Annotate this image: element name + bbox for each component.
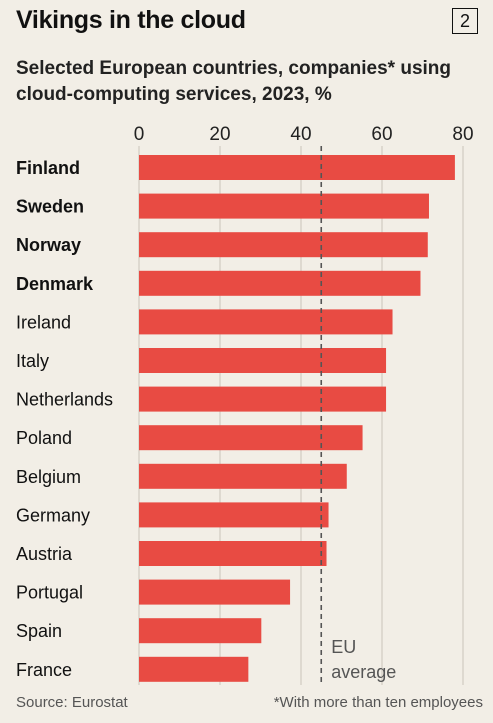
bar — [139, 656, 249, 682]
bar — [139, 348, 387, 373]
bar — [139, 463, 347, 489]
category-label: Denmark — [16, 274, 94, 294]
bar — [139, 579, 291, 605]
bar — [139, 309, 393, 335]
category-label: Austria — [16, 544, 73, 564]
category-label: Norway — [16, 235, 81, 255]
bar — [139, 618, 262, 644]
bar — [139, 270, 421, 296]
bar — [139, 193, 429, 219]
category-label: Sweden — [16, 197, 84, 217]
category-label: Belgium — [16, 467, 81, 487]
bar — [139, 541, 327, 566]
category-label: Netherlands — [16, 390, 113, 410]
category-label: Spain — [16, 621, 62, 641]
x-tick-label: 20 — [209, 124, 230, 145]
x-tick-label: 60 — [371, 124, 392, 145]
x-tick-label: 80 — [452, 124, 473, 145]
chart-subtitle: Selected European countries, companies* … — [16, 58, 452, 105]
chart-title: Vikings in the cloud — [16, 6, 246, 34]
bar-chart: 0 20 40 60 80 Finland Sweden Norway Denmark Irela… — [16, 124, 474, 685]
bar — [139, 425, 363, 451]
chart-number-badge: 2 — [452, 8, 478, 34]
bar — [139, 502, 329, 528]
category-label: Finland — [16, 158, 80, 178]
eu-average-label: EU — [331, 637, 356, 657]
footnote: *With more than ten employees — [273, 694, 483, 711]
bar — [139, 386, 387, 412]
category-label: Germany — [16, 505, 90, 525]
category-label: Poland — [16, 428, 72, 448]
category-label: France — [16, 660, 72, 680]
x-tick-label: 0 — [134, 124, 145, 145]
category-label: Ireland — [16, 312, 71, 332]
bar — [139, 155, 455, 180]
x-tick-label: 40 — [290, 124, 311, 145]
source-note: Source: Eurostat — [16, 694, 128, 711]
category-label: Italy — [16, 351, 49, 371]
eu-average-label: average — [331, 662, 396, 682]
category-label: Portugal — [16, 583, 83, 603]
bar — [139, 232, 428, 258]
